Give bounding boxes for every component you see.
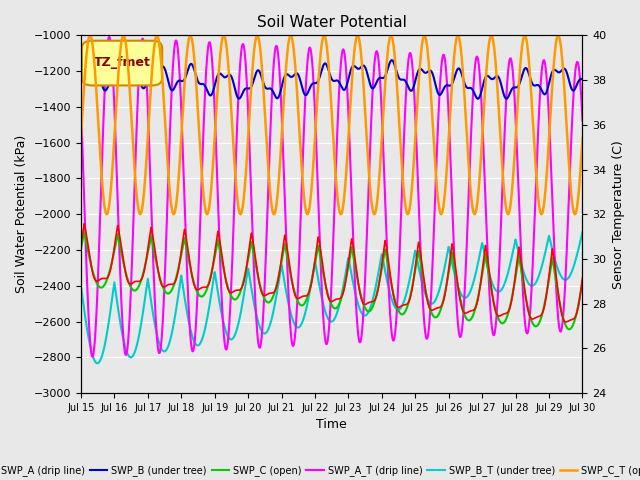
SWP_C (open) xyxy=(81,229,88,235)
SWP_C (open) xyxy=(363,308,371,313)
SWP_A (drip line) xyxy=(290,289,298,295)
SWP_C (open) xyxy=(301,300,308,306)
Title: Soil Water Potential: Soil Water Potential xyxy=(257,15,406,30)
SWP_C_T (open) xyxy=(270,211,278,217)
SWP_A (drip line) xyxy=(77,242,84,248)
SWP_C (open) xyxy=(77,246,84,252)
SWP_B_T (under tree) xyxy=(310,267,317,273)
Line: SWP_A (drip line): SWP_A (drip line) xyxy=(81,224,582,322)
SWP_B_T (under tree) xyxy=(363,312,371,318)
SWP_B (under tree) xyxy=(310,80,317,86)
SWP_B (under tree) xyxy=(363,68,371,74)
SWP_C_T (open) xyxy=(77,135,84,141)
SWP_A (drip line) xyxy=(363,301,371,307)
SWP_A_T (drip line) xyxy=(301,107,308,112)
SWP_A_T (drip line) xyxy=(579,118,586,123)
SWP_C (open) xyxy=(116,243,124,249)
SWP_B_T (under tree) xyxy=(77,283,84,288)
SWP_A_T (drip line) xyxy=(137,45,145,50)
SWP_A_T (drip line) xyxy=(105,34,113,40)
SWP_A (drip line) xyxy=(116,235,124,241)
SWP_B (under tree) xyxy=(474,96,481,102)
SWP_A (drip line) xyxy=(301,293,308,299)
SWP_A_T (drip line) xyxy=(363,229,371,235)
SWP_A_T (drip line) xyxy=(116,275,124,280)
Y-axis label: Soil Water Potential (kPa): Soil Water Potential (kPa) xyxy=(15,135,28,293)
Y-axis label: Sensor Temperature (C): Sensor Temperature (C) xyxy=(612,140,625,288)
SWP_A_T (drip line) xyxy=(88,354,96,360)
SWP_C_T (open) xyxy=(116,54,124,60)
SWP_B (under tree) xyxy=(77,80,84,86)
FancyBboxPatch shape xyxy=(82,41,162,85)
Line: SWP_A_T (drip line): SWP_A_T (drip line) xyxy=(81,37,582,357)
SWP_C_T (open) xyxy=(291,53,298,59)
SWP_B_T (under tree) xyxy=(579,229,586,235)
SWP_C_T (open) xyxy=(579,135,586,141)
SWP_A (drip line) xyxy=(579,275,586,280)
SWP_A_T (drip line) xyxy=(310,84,317,90)
SWP_B (under tree) xyxy=(116,68,124,74)
SWP_A (drip line) xyxy=(136,278,144,284)
SWP_B (under tree) xyxy=(579,76,586,82)
SWP_A_T (drip line) xyxy=(291,338,298,344)
SWP_A (drip line) xyxy=(562,319,570,325)
Line: SWP_C (open): SWP_C (open) xyxy=(81,232,582,329)
SWP_B (under tree) xyxy=(301,91,308,97)
SWP_B_T (under tree) xyxy=(93,360,101,366)
SWP_A (drip line) xyxy=(81,221,88,227)
SWP_C (open) xyxy=(310,269,317,275)
SWP_B_T (under tree) xyxy=(301,313,308,319)
SWP_C_T (open) xyxy=(136,211,144,217)
SWP_B (under tree) xyxy=(290,72,298,78)
Line: SWP_B_T (under tree): SWP_B_T (under tree) xyxy=(81,232,582,363)
SWP_B_T (under tree) xyxy=(290,320,298,326)
SWP_C_T (open) xyxy=(310,155,317,160)
SWP_B (under tree) xyxy=(120,57,128,63)
SWP_C (open) xyxy=(290,287,298,293)
X-axis label: Time: Time xyxy=(316,419,347,432)
SWP_B (under tree) xyxy=(136,81,144,87)
Legend: SWP_A (drip line), SWP_B (under tree), SWP_C (open), SWP_A_T (drip line), SWP_B_: SWP_A (drip line), SWP_B (under tree), S… xyxy=(0,461,640,480)
SWP_C_T (open) xyxy=(301,201,308,206)
SWP_C (open) xyxy=(136,279,144,285)
SWP_C (open) xyxy=(579,278,586,284)
Text: TZ_fmet: TZ_fmet xyxy=(93,56,150,69)
SWP_C (open) xyxy=(565,326,573,332)
SWP_A (drip line) xyxy=(310,268,317,274)
SWP_C_T (open) xyxy=(363,140,371,145)
SWP_A_T (drip line) xyxy=(77,103,84,108)
Line: SWP_C_T (open): SWP_C_T (open) xyxy=(81,36,582,214)
Line: SWP_B (under tree): SWP_B (under tree) xyxy=(81,60,582,99)
SWP_C_T (open) xyxy=(287,33,294,38)
SWP_B_T (under tree) xyxy=(136,325,144,331)
SWP_B_T (under tree) xyxy=(116,318,124,324)
